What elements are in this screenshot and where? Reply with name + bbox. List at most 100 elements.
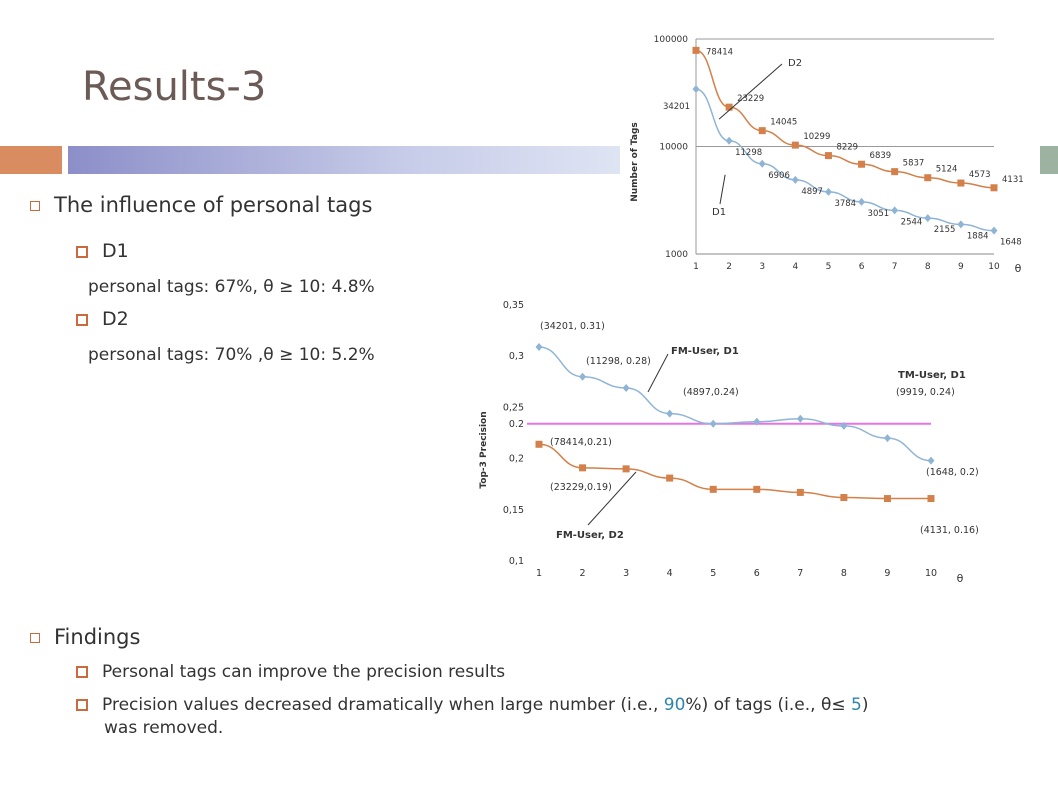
annotation-label: (4897,0.24) [683, 387, 739, 398]
annotation-label: (34201, 0.31) [540, 321, 605, 332]
data-label: 3784 [834, 199, 856, 209]
data-point [840, 421, 848, 430]
series-line-d2 [695, 49, 995, 189]
y-tick-label: 10000 [659, 143, 688, 153]
data-point [579, 372, 587, 381]
y-tick-label: 100000 [654, 35, 689, 45]
data-point [622, 383, 630, 392]
y-axis-label: Top-3 Precision [479, 411, 489, 488]
data-label: 1648 [1000, 238, 1022, 248]
data-point [535, 343, 543, 352]
series-name-d2: D2 [788, 58, 802, 69]
square-bullet-icon [76, 313, 88, 326]
data-label: 10299 [803, 132, 830, 142]
data-label: 2155 [934, 225, 956, 235]
annotation-label: (11298, 0.28) [586, 356, 651, 367]
series-name-fm-user-d1: FM-User, D1 [671, 346, 739, 357]
data-point [990, 226, 998, 235]
series-name-tm-user-d1: TM-User, D1 [898, 370, 966, 381]
data-point [692, 46, 700, 54]
x-tick-label: 4 [792, 262, 798, 272]
square-bullet-icon [76, 666, 88, 678]
data-point [725, 103, 733, 111]
data-label: 3051 [868, 209, 890, 219]
series-name-d1: D1 [712, 207, 726, 218]
data-point [957, 179, 965, 187]
x-tick-label: 7 [797, 568, 803, 579]
d2-stats: personal tags: 70% ,θ ≥ 10: 5.2% [88, 345, 375, 365]
callout-line [587, 471, 637, 526]
data-label: 5124 [936, 165, 958, 175]
square-bullet-icon [76, 699, 88, 711]
y-tick-label: 0,35 [503, 300, 524, 311]
x-tick-label: 4 [667, 568, 673, 579]
data-point [990, 184, 998, 192]
tags-chart: 1000 10000 100000 1 2 3 4 5 6 7 8 9 10 78414 23229 1404… [630, 35, 1024, 275]
callout-line [647, 353, 669, 393]
data-point [924, 174, 932, 182]
data-point [927, 456, 935, 465]
data-point [758, 127, 766, 135]
finding-2: Precision values decreased dramatically … [76, 695, 868, 715]
callout-line [719, 174, 726, 205]
x-tick-label: 9 [958, 262, 964, 272]
data-point [753, 485, 761, 493]
bullet-d2: D2 [76, 308, 129, 330]
square-bullet-icon [76, 245, 88, 258]
data-label: 5837 [903, 159, 925, 169]
data-point [535, 440, 543, 448]
data-point [666, 409, 674, 418]
annotation-label: (78414,0.21) [550, 437, 612, 448]
data-label: 6906 [768, 171, 790, 181]
data-label: 23229 [737, 94, 764, 104]
data-point [891, 206, 899, 215]
y-axis-label: Number of Tags [630, 122, 640, 202]
x-tick-label: 8 [841, 568, 847, 579]
data-label: 14045 [770, 118, 797, 128]
annotation-label: (23229,0.19) [550, 482, 612, 493]
series-line [538, 346, 932, 462]
x-tick-label: 8 [925, 262, 931, 272]
data-label: 6839 [870, 151, 892, 161]
data-point [883, 434, 891, 443]
data-label: 34201 [663, 102, 690, 112]
x-tick-label: 10 [988, 262, 1000, 272]
y-tick-label: 0,15 [503, 505, 524, 516]
x-tick-label: 2 [580, 568, 586, 579]
slide-title: Results-3 [82, 64, 267, 110]
data-point [758, 159, 766, 168]
data-point [891, 168, 899, 176]
data-label: 4131 [1002, 175, 1024, 185]
y-tick-label: 0,2 [509, 454, 524, 465]
data-point [840, 494, 848, 502]
bullet-personal-tags: The influence of personal tags [30, 193, 372, 217]
data-point [666, 474, 674, 482]
y-tick-label: 0,25 [503, 402, 524, 413]
x-tick-label: 9 [884, 568, 890, 579]
data-point [791, 175, 799, 184]
annotation-label: (1648, 0.2) [926, 467, 979, 478]
x-tick-label: 3 [623, 568, 629, 579]
x-tick-label: 5 [710, 568, 716, 579]
data-point [858, 160, 866, 168]
data-point [858, 197, 866, 206]
data-point [709, 419, 717, 428]
x-tick-label: 5 [826, 262, 832, 272]
data-point [796, 488, 804, 496]
data-point [622, 465, 630, 473]
y-tick-label-extra: 0.2 [509, 419, 524, 430]
annotation-label: (4131, 0.16) [920, 525, 979, 536]
data-point [957, 220, 965, 229]
data-point [579, 464, 587, 472]
x-tick-label: 3 [759, 262, 765, 272]
x-tick-label: 6 [754, 568, 760, 579]
series-name-fm-user-d2: FM-User, D2 [556, 530, 624, 541]
data-label: 4573 [969, 170, 991, 180]
data-point [824, 152, 832, 160]
data-point [725, 136, 733, 145]
data-point [753, 417, 761, 426]
data-point [924, 214, 932, 223]
data-point [791, 141, 799, 149]
callout-line [718, 63, 783, 120]
data-point [796, 414, 804, 423]
